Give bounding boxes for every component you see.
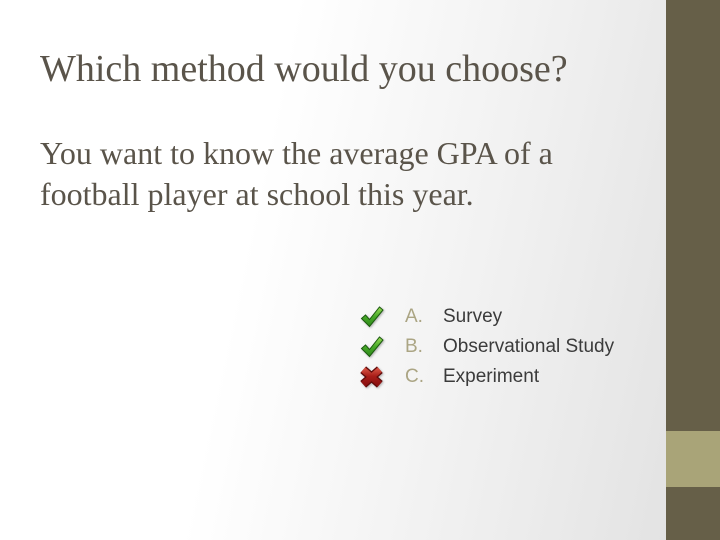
answer-label: Experiment [443,366,540,387]
answer-letter: B. [405,336,423,357]
answer-row-c: C. Experiment [358,362,614,392]
answer-row-b: B. Observational Study [358,332,614,362]
check-icon [358,334,385,360]
slide-background: Which method would you choose? You want … [0,0,666,540]
answer-list: A. Survey B. Observational Study [358,302,614,392]
cross-icon [358,364,385,390]
answer-label: Survey [443,306,503,327]
right-sidebar [666,0,720,540]
answer-row-a: A. Survey [358,302,614,332]
answer-label: Observational Study [443,336,615,357]
slide-title: Which method would you choose? [40,48,568,90]
answer-letter: A. [405,306,423,327]
answer-letter: C. [405,366,424,387]
body-line: You want to know the average GPA of a [40,135,553,171]
body-line: football player at school this year. [40,176,474,212]
sidebar-accent-block [666,431,720,487]
check-icon [358,304,385,330]
body-text: You want to know the average GPA of a fo… [40,133,553,215]
